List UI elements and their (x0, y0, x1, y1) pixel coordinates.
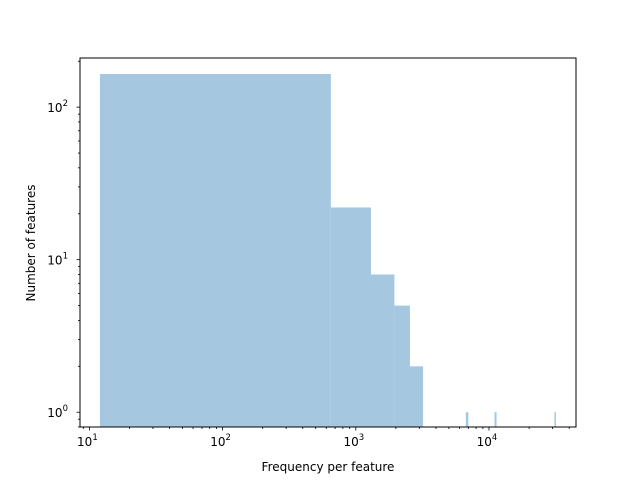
histogram-bar (409, 366, 424, 427)
histogram-bar (494, 412, 497, 427)
histogram-bar (99, 73, 331, 427)
x-axis-ticks: 101 102 103 104 (77, 427, 570, 449)
x-tick-label: 103 (343, 433, 364, 449)
y-tick-label: 102 (47, 99, 68, 115)
histogram-bar (554, 412, 556, 427)
x-axis-label: Frequency per feature (262, 460, 395, 474)
histogram-bar (394, 305, 410, 427)
x-tick-label: 102 (210, 433, 231, 449)
histogram-bar (330, 207, 371, 427)
y-tick-label: 100 (47, 404, 68, 420)
y-tick-label: 101 (47, 252, 68, 268)
y-axis-ticks: 100 101 102 (47, 60, 80, 428)
x-tick-label: 101 (77, 433, 98, 449)
plot-frame (79, 57, 577, 428)
histogram-bar (465, 412, 469, 427)
histogram-bar (370, 274, 395, 427)
histogram-bars (99, 73, 556, 427)
x-tick-label: 104 (477, 433, 498, 449)
y-axis-label: Number of features (24, 185, 38, 302)
